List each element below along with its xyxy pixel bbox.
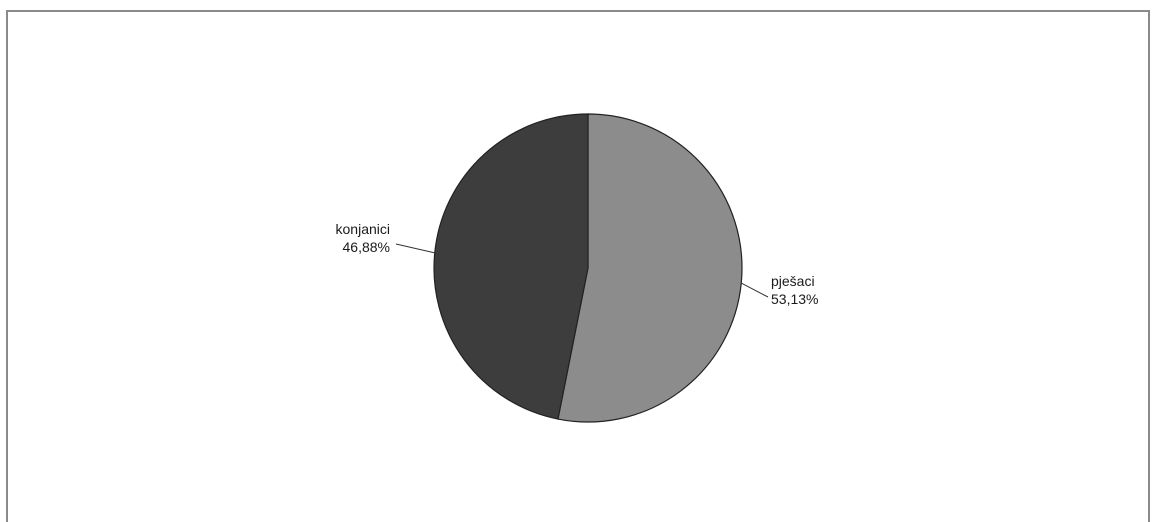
slice-value-label-pjesaci: 53,13%: [771, 291, 818, 307]
leader-line-pjesaci: [741, 282, 769, 298]
pie-slice-konjanici: [433, 113, 589, 420]
pie-slice-pjesaci: [557, 113, 743, 423]
slice-label-pjesaci: pješaci: [771, 273, 815, 289]
slice-value-label-konjanici: 46,88%: [343, 239, 390, 255]
chart-frame: pješaci 53,13% konjanici 46,88%: [6, 10, 1150, 522]
leader-line-konjanici: [395, 243, 435, 254]
slice-label-konjanici: konjanici: [336, 221, 390, 237]
pie-chart: pješaci 53,13% konjanici 46,88%: [336, 113, 818, 423]
